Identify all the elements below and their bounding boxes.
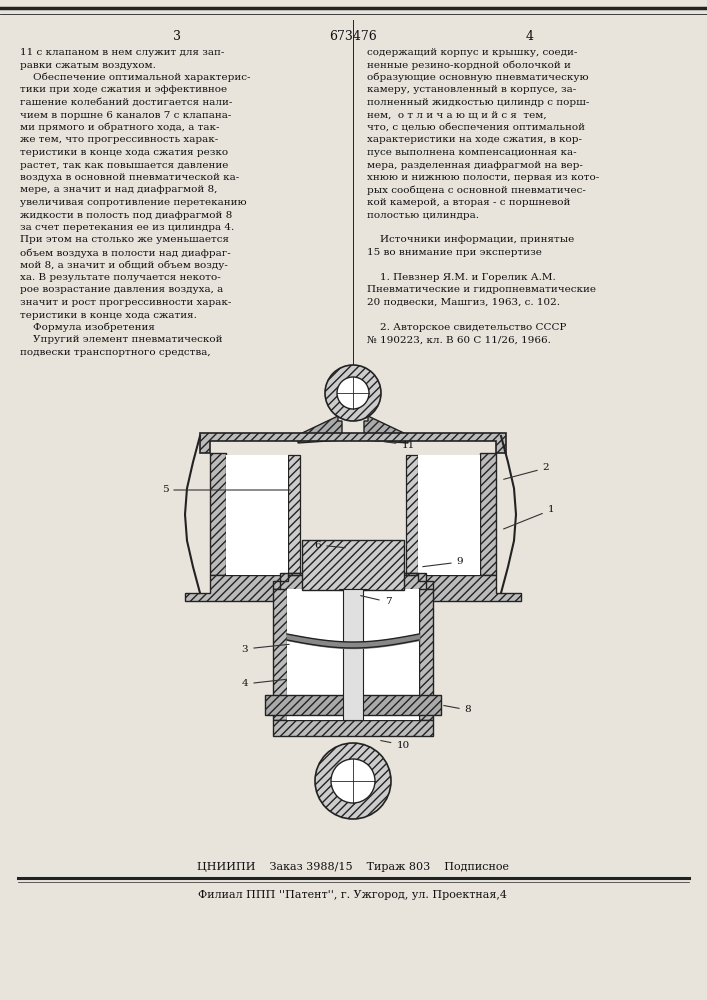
Text: теристики в конце хода сжатия.: теристики в конце хода сжатия. <box>20 310 197 320</box>
Circle shape <box>331 759 375 803</box>
Circle shape <box>337 377 369 409</box>
Text: Упругий элемент пневматической: Упругий элемент пневматической <box>20 336 223 344</box>
Text: 6: 6 <box>315 540 345 550</box>
Text: мера, разделенная диафрагмой на вер-: мера, разделенная диафрагмой на вер- <box>367 160 583 169</box>
Circle shape <box>325 365 381 421</box>
Text: характеристики на ходе сжатия, в кор-: характеристики на ходе сжатия, в кор- <box>367 135 582 144</box>
Text: Формула изобретения: Формула изобретения <box>20 323 155 332</box>
Bar <box>480 453 496 575</box>
Text: растет, так как повышается давление: растет, так как повышается давление <box>20 160 228 169</box>
Text: жидкости в полость под диафрагмой 8: жидкости в полость под диафрагмой 8 <box>20 211 233 220</box>
Text: же тем, что прогрессивность харак-: же тем, что прогрессивность харак- <box>20 135 218 144</box>
Bar <box>210 453 226 575</box>
Text: 5: 5 <box>162 486 290 494</box>
Text: 4: 4 <box>242 679 286 688</box>
Text: 11 с клапаном в нем служит для зап-: 11 с клапаном в нем служит для зап- <box>20 48 224 57</box>
Polygon shape <box>364 416 408 443</box>
Bar <box>302 540 404 590</box>
Bar <box>406 455 418 575</box>
Text: 10: 10 <box>381 740 409 750</box>
Polygon shape <box>185 575 521 601</box>
Text: 1. Певзнер Я.М. и Горелик А.М.: 1. Певзнер Я.М. и Горелик А.М. <box>367 273 556 282</box>
Text: 9: 9 <box>423 558 463 567</box>
Text: мере, а значит и над диафрагмой 8,: мере, а значит и над диафрагмой 8, <box>20 186 217 194</box>
Text: 8: 8 <box>444 706 472 714</box>
Text: 3: 3 <box>173 30 181 43</box>
Text: равки сжатым воздухом.: равки сжатым воздухом. <box>20 60 156 70</box>
Text: 2. Авторское свидетельство СССР: 2. Авторское свидетельство СССР <box>367 323 566 332</box>
Text: гашение колебаний достигается нали-: гашение колебаний достигается нали- <box>20 98 233 107</box>
Text: нем,  о т л и ч а ю щ и й с я  тем,: нем, о т л и ч а ю щ и й с я тем, <box>367 110 547 119</box>
Text: объем воздуха в полости над диафраг-: объем воздуха в полости над диафраг- <box>20 248 230 257</box>
Text: увеличивая сопротивление перетеканию: увеличивая сопротивление перетеканию <box>20 198 247 207</box>
Text: рое возрастание давления воздуха, а: рое возрастание давления воздуха, а <box>20 286 223 294</box>
Text: теристики в конце хода сжатия резко: теристики в конце хода сжатия резко <box>20 148 228 157</box>
Bar <box>288 455 300 575</box>
Text: камеру, установленный в корпусе, за-: камеру, установленный в корпусе, за- <box>367 86 576 95</box>
Text: значит и рост прогрессивности харак-: значит и рост прогрессивности харак- <box>20 298 231 307</box>
Text: кой камерой, а вторая - с поршневой: кой камерой, а вторая - с поршневой <box>367 198 571 207</box>
Text: Источники информации, принятые: Источники информации, принятые <box>367 235 574 244</box>
Text: пусе выполнена компенсационная ка-: пусе выполнена компенсационная ка- <box>367 148 577 157</box>
Text: 15 во внимание при экспертизе: 15 во внимание при экспертизе <box>367 248 542 257</box>
Text: Обеспечение оптимальной характерис-: Обеспечение оптимальной характерис- <box>20 73 250 83</box>
Text: 20 подвески, Машгиз, 1963, с. 102.: 20 подвески, Машгиз, 1963, с. 102. <box>367 298 560 307</box>
Text: 2: 2 <box>503 464 549 479</box>
Text: полостью цилиндра.: полостью цилиндра. <box>367 211 479 220</box>
Text: ха. В результате получается некото-: ха. В результате получается некото- <box>20 273 221 282</box>
Text: 7: 7 <box>361 596 391 606</box>
Text: мой 8, а значит и общий объем возду-: мой 8, а значит и общий объем возду- <box>20 260 228 270</box>
Text: № 190223, кл. В 60 С 11/26, 1966.: № 190223, кл. В 60 С 11/26, 1966. <box>367 336 551 344</box>
Bar <box>343 589 363 720</box>
Polygon shape <box>298 416 342 443</box>
Bar <box>419 589 433 720</box>
Text: содержащий корпус и крышку, соеди-: содержащий корпус и крышку, соеди- <box>367 48 578 57</box>
Bar <box>273 720 433 736</box>
Polygon shape <box>200 433 506 453</box>
Text: Пневматические и гидропневматические: Пневматические и гидропневматические <box>367 286 596 294</box>
Text: ЦНИИПИ    Заказ 3988/15    Тираж 803    Подписное: ЦНИИПИ Заказ 3988/15 Тираж 803 Подписное <box>197 862 509 872</box>
Bar <box>287 589 419 720</box>
Text: тики при ходе сжатия и эффективное: тики при ходе сжатия и эффективное <box>20 86 227 95</box>
Text: 4: 4 <box>526 30 534 43</box>
Text: Филиал ППП ''Патент'', г. Ужгород, ул. Проектная,4: Филиал ППП ''Патент'', г. Ужгород, ул. П… <box>199 890 508 900</box>
Text: полненный жидкостью цилиндр с порш-: полненный жидкостью цилиндр с порш- <box>367 98 590 107</box>
Text: что, с целью обеспечения оптимальной: что, с целью обеспечения оптимальной <box>367 123 585 132</box>
Text: образующие основную пневматическую: образующие основную пневматическую <box>367 73 589 83</box>
Text: 1: 1 <box>503 506 554 529</box>
Text: чием в поршне 6 каналов 7 с клапана-: чием в поршне 6 каналов 7 с клапана- <box>20 110 231 119</box>
Bar <box>226 455 288 575</box>
Text: ми прямого и обратного хода, а так-: ми прямого и обратного хода, а так- <box>20 123 219 132</box>
Text: ненные резино-кордной оболочкой и: ненные резино-кордной оболочкой и <box>367 60 571 70</box>
Text: 3: 3 <box>242 644 289 654</box>
Text: 673476: 673476 <box>329 30 377 43</box>
Text: хнюю и нижнюю полости, первая из кото-: хнюю и нижнюю полости, первая из кото- <box>367 173 600 182</box>
Polygon shape <box>265 695 441 715</box>
Text: воздуха в основной пневматической ка-: воздуха в основной пневматической ка- <box>20 173 239 182</box>
Text: подвески транспортного средства,: подвески транспортного средства, <box>20 348 211 357</box>
Bar <box>273 589 287 720</box>
Circle shape <box>315 743 391 819</box>
Text: 11: 11 <box>375 440 414 450</box>
Bar <box>339 589 367 590</box>
Text: рых сообщена с основной пневматичес-: рых сообщена с основной пневматичес- <box>367 186 586 195</box>
Polygon shape <box>273 573 433 589</box>
Text: При этом на столько же уменьшается: При этом на столько же уменьшается <box>20 235 229 244</box>
Bar <box>418 455 480 575</box>
Text: за счет перетекания ее из цилиндра 4.: за счет перетекания ее из цилиндра 4. <box>20 223 234 232</box>
